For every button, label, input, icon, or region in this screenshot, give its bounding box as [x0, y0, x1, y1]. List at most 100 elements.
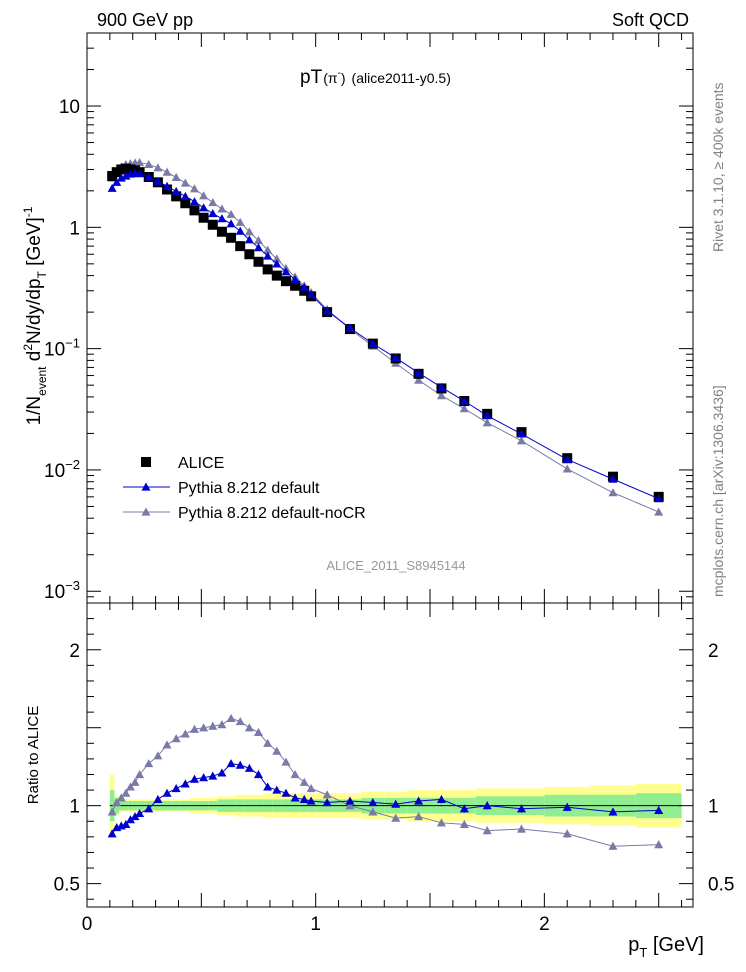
- alice-point: [180, 198, 191, 209]
- ratio-default-point: [235, 760, 245, 769]
- top-ytick-label: 10−1: [44, 336, 80, 361]
- ratio-panel-frame: [86, 602, 694, 908]
- ratio-default-point: [263, 782, 273, 791]
- default-point: [116, 173, 126, 182]
- nocr-point: [244, 227, 254, 236]
- default-point: [199, 203, 209, 212]
- nocr-point: [459, 404, 469, 413]
- ratio-nocr-point: [121, 788, 131, 797]
- nocr-point: [608, 488, 618, 497]
- ratio-ytick-label-right: 2: [708, 641, 719, 662]
- ratio-default-point: [244, 763, 254, 772]
- ratio-nocr-point: [436, 818, 446, 827]
- top-ylabel: 1/Nevent d2N/dy/dpT [GeV]-1: [21, 206, 49, 425]
- ratio-default-point: [144, 804, 154, 813]
- default-point: [306, 289, 316, 298]
- alice-point: [189, 205, 200, 216]
- default-point: [162, 181, 172, 190]
- ratio-nocr-point: [391, 813, 401, 822]
- plot-title: pT(π-) (alice2011-y0.5): [300, 67, 451, 88]
- legend-label: Pythia 8.212 default-noCR: [178, 505, 366, 522]
- ratio-nocr-point: [254, 727, 264, 736]
- ratio-nocr-point: [217, 720, 227, 729]
- ratio-default-point: [281, 788, 291, 797]
- nocr-point: [235, 217, 245, 226]
- ratio-series-layer: [107, 713, 664, 851]
- top-ytick-label: 10−3: [44, 578, 80, 603]
- alice-point: [280, 276, 291, 287]
- ratio-default-point: [436, 794, 446, 804]
- default-point: [322, 306, 332, 315]
- ratio-nocr-point: [654, 840, 664, 849]
- ratio-default-point: [254, 769, 264, 779]
- legend-marker: [141, 482, 151, 491]
- ratio-nocr-point: [244, 723, 254, 732]
- ratio-nocr-point: [263, 738, 273, 747]
- alice-point: [226, 232, 237, 243]
- default-point: [414, 368, 424, 377]
- nocr-point: [135, 158, 145, 167]
- ratio-default-point: [299, 794, 309, 804]
- default-point: [208, 209, 218, 218]
- nocr-point: [180, 178, 190, 187]
- ratio-default-point: [125, 815, 135, 824]
- alice-point: [198, 212, 209, 223]
- ratio-default-point: [171, 784, 181, 793]
- ratio-default-point: [217, 768, 227, 777]
- default-point: [516, 429, 526, 438]
- xtick-label: 2: [539, 914, 550, 935]
- default-point: [290, 275, 300, 284]
- top-ytick-label: 10: [59, 97, 80, 118]
- default-point: [436, 382, 446, 391]
- alice-point: [271, 270, 282, 281]
- default-point: [226, 219, 236, 228]
- ratio-nocr-point: [290, 769, 300, 779]
- nocr-point: [482, 418, 492, 427]
- ratio-nocr-point: [272, 746, 282, 755]
- legend-label: ALICE: [178, 455, 224, 472]
- ratio-ylabel: Ratio to ALICE: [25, 706, 42, 804]
- mcplots-credit: mcplots.cern.ch [arXiv:1306.3436]: [710, 385, 726, 597]
- default-line: [111, 172, 659, 500]
- default-point: [180, 191, 190, 200]
- default-point: [254, 243, 264, 252]
- ratio-nocr-point: [459, 819, 469, 828]
- default-point: [272, 259, 282, 268]
- default-point: [235, 226, 245, 235]
- rivet-version: Rivet 3.1.10, ≥ 400k events: [710, 82, 726, 252]
- ratio-nocr-point: [171, 734, 181, 743]
- ratio-default-point: [153, 794, 163, 804]
- default-point: [144, 172, 154, 181]
- ratio-nocr-point: [345, 801, 355, 810]
- legend-label: Pythia 8.212 default: [178, 480, 320, 497]
- default-point: [608, 474, 618, 483]
- ratio-nocr-point: [368, 807, 378, 816]
- default-point: [112, 177, 122, 186]
- ratio-nocr-point: [130, 777, 140, 786]
- default-point: [244, 235, 254, 244]
- default-point: [299, 282, 309, 291]
- ratio-nocr-point: [208, 721, 218, 730]
- default-point: [482, 411, 492, 420]
- ratio-nocr-point: [306, 784, 316, 793]
- legend-marker: [141, 507, 151, 516]
- default-point: [368, 339, 378, 348]
- nocr-point: [217, 204, 227, 213]
- ratio-default-point: [322, 798, 332, 807]
- top-series-layer: [107, 158, 664, 516]
- ratio-nocr-point: [608, 841, 618, 850]
- xtick-label: 1: [310, 914, 321, 935]
- alice-point: [262, 264, 273, 275]
- ratio-nocr-point: [180, 729, 190, 738]
- alice-point: [253, 256, 264, 267]
- ratio-default-point: [135, 808, 145, 818]
- ratio-default-point: [290, 793, 300, 802]
- ratio-ytick-label-left: 1: [69, 797, 80, 818]
- nocr-point: [162, 167, 172, 176]
- default-point: [459, 396, 469, 405]
- default-point: [263, 251, 273, 260]
- nocr-point: [263, 245, 273, 254]
- top-ytick-label: 1: [69, 218, 80, 239]
- nocr-point: [272, 254, 282, 263]
- analysis-watermark: ALICE_2011_S8945144: [326, 558, 465, 573]
